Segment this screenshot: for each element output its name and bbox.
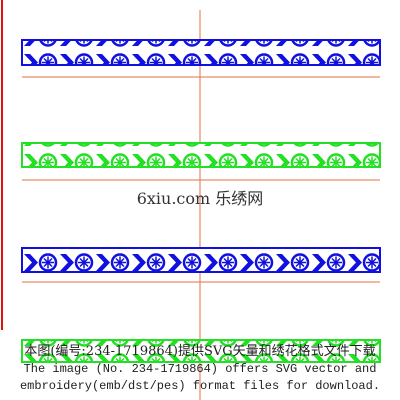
band-3 [21, 247, 381, 273]
notice-en: embroidery(emb/dst/pes) format files for… [20, 379, 380, 393]
notice-en: The image (No. 234-1719864) offers SVG v… [24, 362, 377, 376]
band-2 [21, 142, 381, 168]
band-4 [21, 339, 381, 363]
notice-cn: 本图(编号:234-1719864)提供SVG矢量和绣花格式文件下载 [24, 343, 375, 359]
band-1 [21, 39, 381, 66]
site-watermark: 6xiu.com 乐绣网 [137, 189, 264, 208]
